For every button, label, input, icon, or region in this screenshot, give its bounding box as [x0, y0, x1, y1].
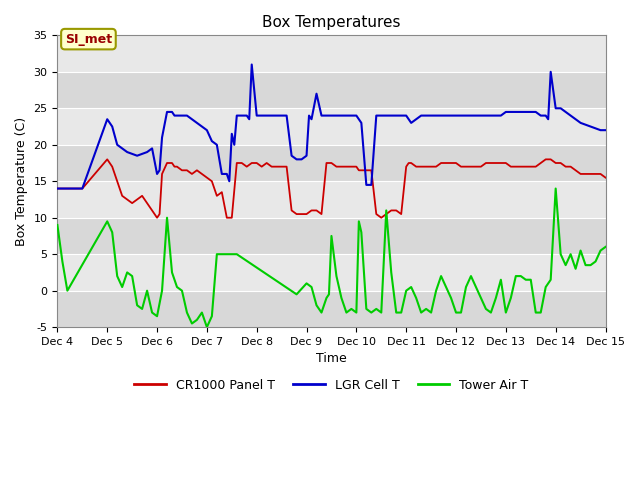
Bar [58, 218, 605, 254]
Bar [58, 181, 605, 218]
Text: SI_met: SI_met [65, 33, 112, 46]
Bar [58, 254, 605, 291]
Bar [58, 145, 605, 181]
X-axis label: Time: Time [316, 352, 347, 365]
Bar [58, 291, 605, 327]
Y-axis label: Box Temperature (C): Box Temperature (C) [15, 117, 28, 246]
Bar [58, 72, 605, 108]
Bar [58, 36, 605, 72]
Bar [58, 108, 605, 145]
Title: Box Temperatures: Box Temperatures [262, 15, 401, 30]
Legend: CR1000 Panel T, LGR Cell T, Tower Air T: CR1000 Panel T, LGR Cell T, Tower Air T [129, 374, 534, 397]
